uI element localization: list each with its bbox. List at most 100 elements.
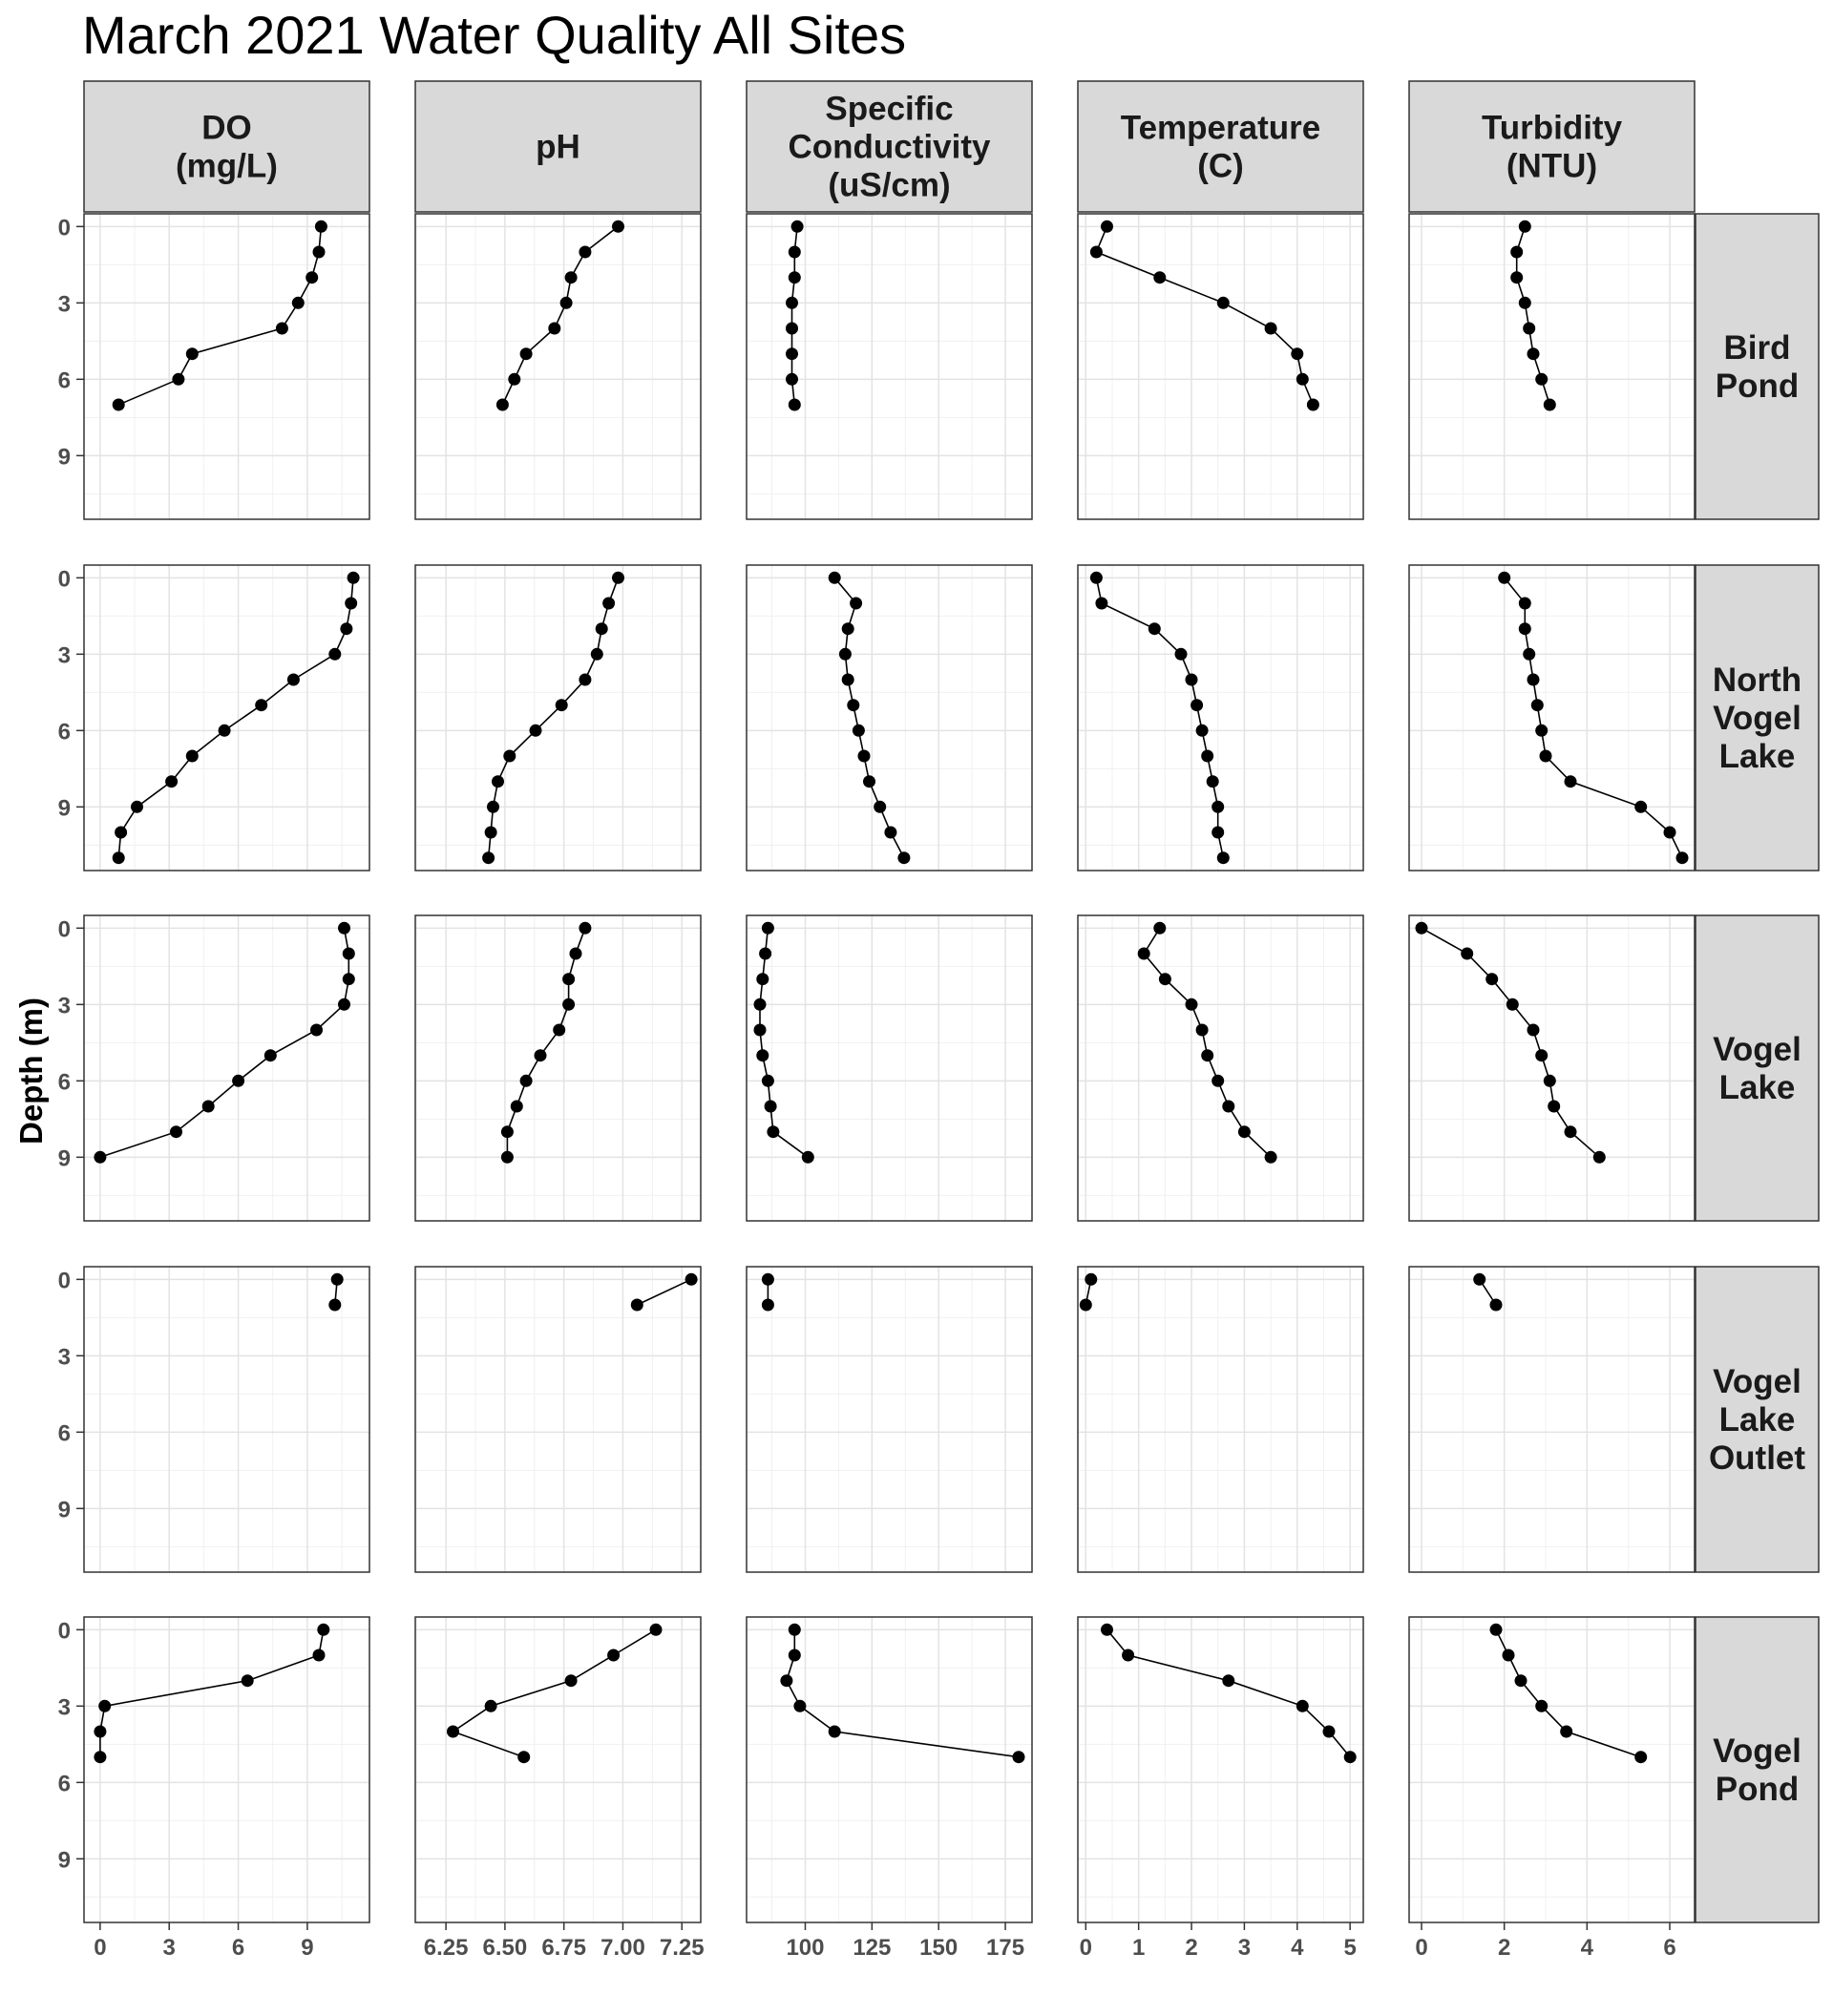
- data-point: [495, 398, 509, 411]
- data-point: [1264, 1150, 1277, 1164]
- panel-background: [1409, 214, 1695, 519]
- data-point: [255, 699, 268, 712]
- data-point: [562, 998, 576, 1011]
- data-point: [1222, 1674, 1235, 1688]
- data-point: [1564, 1125, 1577, 1139]
- data-point: [761, 1074, 774, 1087]
- data-point: [1122, 1648, 1135, 1662]
- data-point: [338, 998, 350, 1011]
- row-strip-1: North Vogel Lake: [1695, 564, 1820, 872]
- panel-border: [746, 564, 1033, 872]
- panel-border: [746, 213, 1033, 520]
- data-point: [1195, 1023, 1209, 1037]
- data-point: [312, 1648, 326, 1662]
- column-strip-box: [746, 80, 1033, 213]
- panel-border: [83, 1616, 370, 1923]
- panel-border: [414, 564, 702, 872]
- data-point: [1415, 921, 1428, 934]
- x-axis-temp: 0 1 2 3 4 5: [1080, 1922, 1357, 1961]
- data-point: [306, 271, 319, 284]
- x-tick-label: 125: [853, 1935, 891, 1961]
- data-point: [852, 724, 865, 737]
- data-point: [291, 296, 305, 309]
- data-point: [529, 724, 542, 737]
- data-point: [1195, 724, 1209, 737]
- panel-background: [415, 214, 701, 519]
- panel-4-temp: [1077, 1616, 1364, 1923]
- data-point: [1530, 699, 1544, 712]
- data-point: [94, 1150, 107, 1164]
- data-point: [1095, 597, 1108, 610]
- data-point: [897, 851, 911, 865]
- y-axis-row-4: 0 3 6 9: [58, 1618, 84, 1873]
- data-point: [838, 647, 852, 661]
- data-point: [275, 322, 288, 335]
- panel-background: [415, 1267, 701, 1572]
- data-point: [761, 921, 774, 934]
- data-point: [1148, 622, 1161, 636]
- y-axis-row-3: 0 3 6 9: [58, 1268, 84, 1522]
- data-point: [286, 673, 300, 686]
- data-point: [1506, 998, 1519, 1011]
- data-point: [201, 1100, 215, 1113]
- data-point: [312, 245, 326, 259]
- x-tick-label: 1: [1132, 1935, 1145, 1961]
- panel-border: [83, 914, 370, 1222]
- panel-border: [1077, 1616, 1364, 1923]
- panel-2-do: [83, 914, 370, 1222]
- data-point: [1592, 1150, 1606, 1164]
- data-point: [94, 1725, 107, 1738]
- data-point: [342, 973, 355, 986]
- data-point: [1185, 673, 1198, 686]
- x-tick-label: 7.25: [660, 1935, 705, 1961]
- column-strip-box: [1077, 80, 1364, 213]
- panel-background: [84, 565, 369, 871]
- panel-2-turb: [1408, 914, 1696, 1222]
- data-point: [1079, 1298, 1092, 1312]
- data-point: [612, 220, 624, 233]
- data-point: [172, 372, 185, 386]
- data-point: [165, 775, 179, 788]
- data-point: [519, 347, 533, 361]
- data-point: [328, 647, 342, 661]
- data-point: [508, 372, 521, 386]
- data-point: [1489, 1298, 1503, 1312]
- data-point: [263, 1049, 277, 1062]
- series-line: [1143, 927, 1272, 1158]
- y-tick-label: 9: [58, 795, 71, 821]
- data-point: [1306, 398, 1319, 411]
- data-point: [1518, 597, 1531, 610]
- data-point: [185, 347, 199, 361]
- series-line: [759, 928, 809, 1158]
- x-tick-label: 175: [986, 1935, 1024, 1961]
- panel-border: [1408, 1266, 1696, 1573]
- data-point: [112, 851, 125, 865]
- data-point: [884, 826, 897, 839]
- row-strip-0: Bird Pond: [1695, 213, 1820, 520]
- x-tick-label: 6: [232, 1935, 244, 1961]
- data-point: [1514, 1674, 1528, 1688]
- data-point: [484, 1699, 497, 1712]
- data-point: [500, 1125, 514, 1139]
- row-strip-label: Bird Pond: [1716, 329, 1799, 405]
- data-point: [847, 699, 860, 712]
- data-point: [1498, 571, 1511, 584]
- x-tick-label: 2: [1498, 1935, 1510, 1961]
- y-tick-label: 6: [58, 1420, 71, 1446]
- panel-3-ph: [414, 1266, 702, 1573]
- data-point: [1510, 245, 1524, 259]
- data-point: [1527, 347, 1540, 361]
- row-strip-4: Vogel Pond: [1695, 1616, 1820, 1923]
- data-point: [1153, 271, 1167, 284]
- data-point: [1012, 1751, 1025, 1764]
- column-strip-box: [414, 80, 702, 213]
- panel-border: [83, 564, 370, 872]
- panel-0-cond: [746, 213, 1033, 520]
- x-tick-label: 5: [1343, 1935, 1356, 1961]
- panel-border: [83, 1266, 370, 1573]
- column-strip-temp: Temperature (C): [1077, 80, 1364, 213]
- series-line: [506, 928, 586, 1158]
- data-point: [447, 1725, 459, 1738]
- panel-2-temp: [1077, 914, 1364, 1222]
